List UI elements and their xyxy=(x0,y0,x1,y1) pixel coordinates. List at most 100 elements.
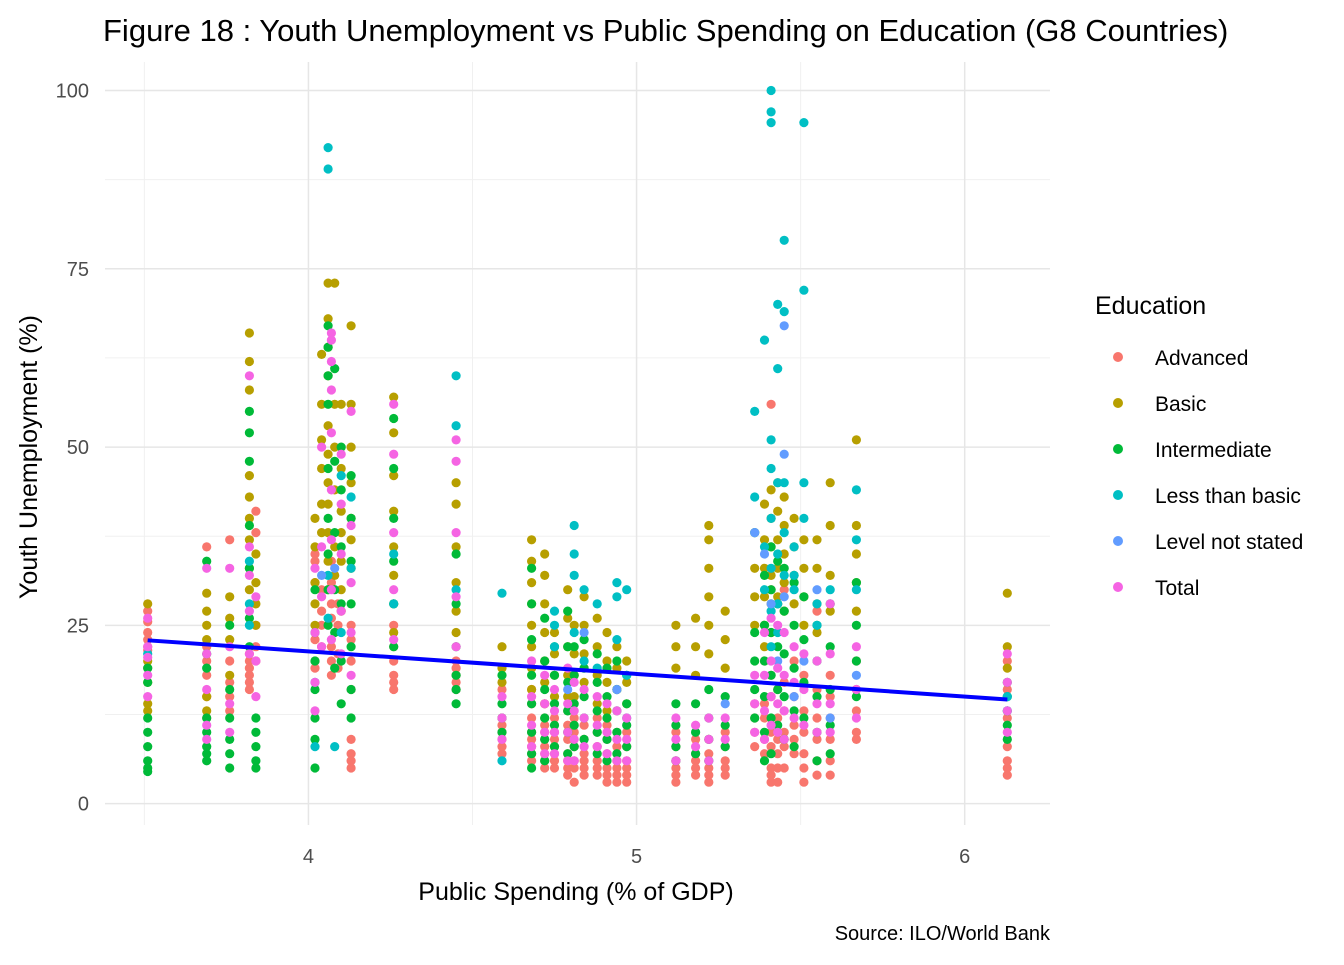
data-point xyxy=(326,356,336,367)
data-point xyxy=(389,620,399,630)
data-point xyxy=(579,592,589,602)
data-point xyxy=(691,742,701,752)
data-point xyxy=(323,570,333,581)
data-point xyxy=(779,742,789,752)
data-point xyxy=(251,713,261,723)
data-point xyxy=(323,499,333,509)
data-point xyxy=(704,649,714,659)
data-point xyxy=(540,699,550,709)
data-point xyxy=(766,670,776,680)
data-point xyxy=(671,770,681,780)
data-point xyxy=(310,706,320,716)
data-point xyxy=(251,756,261,766)
data-point xyxy=(612,663,622,673)
data-point xyxy=(759,620,770,630)
data-point xyxy=(143,766,153,777)
data-point xyxy=(317,399,327,409)
data-point xyxy=(527,535,537,545)
data-point xyxy=(451,663,461,673)
data-point xyxy=(579,749,589,759)
data-point xyxy=(812,606,822,616)
data-point xyxy=(851,578,862,588)
data-point xyxy=(497,699,507,709)
data-point xyxy=(323,528,333,538)
data-point xyxy=(766,627,776,638)
data-point xyxy=(766,599,776,609)
data-point xyxy=(202,663,212,673)
data-point xyxy=(326,578,336,588)
data-point xyxy=(622,713,632,723)
y-tick-label: 50 xyxy=(67,437,89,459)
data-point xyxy=(497,713,507,723)
data-point xyxy=(451,371,461,381)
data-point xyxy=(569,713,579,723)
data-point xyxy=(750,742,760,752)
data-point xyxy=(336,627,346,638)
data-point xyxy=(202,706,212,716)
data-point xyxy=(389,599,399,609)
legend-key xyxy=(1113,536,1123,546)
data-point xyxy=(825,649,835,659)
data-point xyxy=(592,599,602,609)
x-tick-label: 4 xyxy=(303,846,314,868)
data-point xyxy=(1002,756,1012,766)
data-point xyxy=(310,620,320,630)
data-point xyxy=(563,585,573,595)
data-point xyxy=(244,670,254,680)
data-point xyxy=(202,542,212,552)
data-point xyxy=(251,528,261,538)
data-point xyxy=(527,556,537,566)
data-point xyxy=(326,335,336,345)
data-point xyxy=(750,627,760,638)
data-point xyxy=(579,692,589,702)
data-point xyxy=(497,677,507,688)
data-point xyxy=(766,513,776,524)
data-point xyxy=(720,727,730,737)
data-point xyxy=(317,528,327,538)
data-point xyxy=(451,456,461,466)
data-point xyxy=(720,663,730,673)
data-point xyxy=(310,585,320,595)
data-point xyxy=(336,599,346,609)
data-point xyxy=(336,556,346,566)
ticks-layer: 4 5 6 0 25 50 75 100 xyxy=(56,81,971,868)
data-point xyxy=(579,649,589,659)
data-point xyxy=(1002,684,1012,695)
data-point xyxy=(602,656,612,666)
data-point xyxy=(326,485,336,495)
data-point xyxy=(779,578,789,588)
legend-key xyxy=(1113,398,1123,408)
legend-key xyxy=(1113,352,1123,362)
data-point xyxy=(851,485,862,495)
data-point xyxy=(799,285,809,295)
data-point xyxy=(1002,734,1012,745)
data-point xyxy=(851,535,862,545)
legend-key xyxy=(1113,444,1123,454)
data-point xyxy=(540,599,550,609)
data-point xyxy=(779,235,789,245)
data-point xyxy=(759,535,770,545)
data-point xyxy=(592,699,602,709)
data-point xyxy=(704,749,714,759)
data-point xyxy=(773,620,783,630)
data-point xyxy=(612,777,622,787)
data-point xyxy=(720,635,730,645)
data-point xyxy=(527,734,537,745)
data-point xyxy=(323,421,333,431)
data-point xyxy=(540,613,550,623)
data-point xyxy=(202,556,212,566)
legend-label: Level not stated xyxy=(1155,531,1303,554)
data-point xyxy=(202,742,212,752)
data-point xyxy=(336,463,346,474)
data-point xyxy=(310,763,320,773)
data-point xyxy=(326,535,336,545)
data-point xyxy=(779,763,789,773)
data-point xyxy=(251,506,261,516)
data-point xyxy=(317,542,327,552)
data-point xyxy=(612,734,622,745)
data-point xyxy=(549,649,560,659)
data-point xyxy=(143,663,153,673)
data-point xyxy=(759,734,770,745)
data-point xyxy=(451,599,461,609)
data-point xyxy=(549,706,560,716)
